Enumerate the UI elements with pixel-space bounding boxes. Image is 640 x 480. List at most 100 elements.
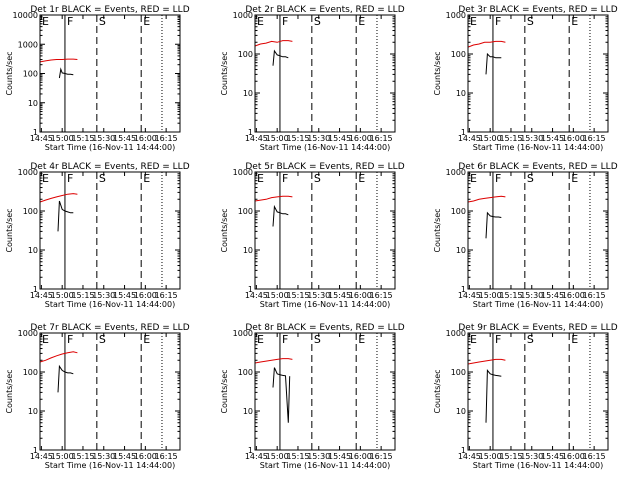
series-line-lld <box>468 41 505 47</box>
x-tick-label: 16:15 <box>155 134 178 143</box>
series-line-lld <box>40 194 77 202</box>
y-tick-label: 100 <box>451 50 466 59</box>
x-axis-label: Start Time (16-Nov-11 14:44:00) <box>473 143 603 152</box>
y-tick-label: 1000 <box>18 329 38 338</box>
x-tick-label: 15:45 <box>328 452 351 461</box>
panel-title: Det 4r BLACK = Events, RED = LLD <box>30 162 189 172</box>
marker-label: S <box>99 172 106 185</box>
marker-label: F <box>495 172 501 185</box>
series-line-events <box>273 207 288 227</box>
y-tick-label: 100 <box>23 368 38 377</box>
y-tick-label: 10 <box>456 246 466 255</box>
x-tick-label: 16:15 <box>155 291 178 300</box>
x-tick-label: 16:15 <box>583 452 606 461</box>
marker-label: S <box>527 15 534 28</box>
marker-label: E <box>358 172 365 185</box>
x-tick-label: 14:45 <box>245 291 268 300</box>
y-axis-label: Counts/sec <box>433 51 442 95</box>
x-tick-label: 15:45 <box>328 291 351 300</box>
plot-frame <box>255 172 395 289</box>
x-tick-label: 16:15 <box>583 134 606 143</box>
plot-frame <box>40 15 180 132</box>
y-tick-label: 10 <box>456 89 466 98</box>
marker-label: E <box>470 15 477 28</box>
x-tick-label: 16:15 <box>370 134 393 143</box>
x-tick-label: 14:45 <box>245 134 268 143</box>
y-tick-label: 10 <box>243 89 253 98</box>
x-tick-label: 15:30 <box>92 134 115 143</box>
marker-label: E <box>143 333 150 346</box>
x-axis-label: Start Time (16-Nov-11 14:44:00) <box>45 300 175 309</box>
y-axis-label: Counts/sec <box>433 369 442 413</box>
x-tick-label: 16:00 <box>349 291 372 300</box>
x-tick-label: 16:00 <box>562 291 585 300</box>
marker-label: S <box>314 15 321 28</box>
plot-frame <box>468 172 608 289</box>
panel-title: Det 7r BLACK = Events, RED = LLD <box>30 323 189 333</box>
series-line-events <box>58 366 73 392</box>
marker-label: S <box>527 333 534 346</box>
y-tick-label: 100 <box>451 368 466 377</box>
series-line-events <box>273 368 290 423</box>
series-line-events <box>273 51 288 66</box>
marker-label: E <box>358 333 365 346</box>
x-tick-label: 15:30 <box>92 452 115 461</box>
y-tick-label: 100 <box>23 70 38 79</box>
plot-frame <box>468 333 608 450</box>
x-axis-label: Start Time (16-Nov-11 14:44:00) <box>45 143 175 152</box>
marker-label: E <box>42 333 49 346</box>
x-tick-label: 15:00 <box>479 291 502 300</box>
series-line-lld <box>468 196 505 202</box>
x-tick-label: 15:45 <box>113 134 136 143</box>
x-tick-label: 16:00 <box>134 134 157 143</box>
x-tick-label: 15:15 <box>499 452 522 461</box>
x-tick-label: 15:45 <box>328 134 351 143</box>
marker-label: F <box>67 333 73 346</box>
marker-label: F <box>67 15 73 28</box>
series-line-events <box>58 201 73 231</box>
x-axis-label: Start Time (16-Nov-11 14:44:00) <box>260 461 390 470</box>
x-tick-label: 15:15 <box>286 291 309 300</box>
series-line-lld <box>40 59 77 62</box>
marker-label: E <box>571 172 578 185</box>
x-tick-label: 15:15 <box>286 452 309 461</box>
x-axis-label: Start Time (16-Nov-11 14:44:00) <box>473 461 603 470</box>
marker-label: S <box>527 172 534 185</box>
marker-label: E <box>143 15 150 28</box>
x-tick-label: 15:30 <box>307 452 330 461</box>
series-line-lld <box>255 196 292 201</box>
x-tick-label: 14:45 <box>30 452 53 461</box>
y-tick-label: 100 <box>23 207 38 216</box>
x-tick-label: 15:30 <box>307 134 330 143</box>
x-tick-label: 15:30 <box>307 291 330 300</box>
x-tick-label: 15:45 <box>541 452 564 461</box>
marker-label: E <box>257 333 264 346</box>
series-line-lld <box>255 41 292 46</box>
marker-label: E <box>571 15 578 28</box>
marker-label: F <box>495 15 501 28</box>
series-line-lld <box>40 352 77 362</box>
y-tick-label: 1000 <box>233 329 253 338</box>
panel-title: Det 9r BLACK = Events, RED = LLD <box>458 323 617 333</box>
x-tick-label: 15:15 <box>286 134 309 143</box>
x-tick-label: 15:00 <box>51 291 74 300</box>
panel-title: Det 5r BLACK = Events, RED = LLD <box>245 162 404 172</box>
x-tick-label: 14:45 <box>30 134 53 143</box>
y-axis-label: Counts/sec <box>220 51 229 95</box>
x-tick-label: 16:00 <box>134 291 157 300</box>
x-axis-label: Start Time (16-Nov-11 14:44:00) <box>45 461 175 470</box>
x-tick-label: 15:15 <box>71 452 94 461</box>
x-axis-label: Start Time (16-Nov-11 14:44:00) <box>260 143 390 152</box>
marker-label: F <box>67 172 73 185</box>
x-tick-label: 16:00 <box>349 452 372 461</box>
x-tick-label: 16:15 <box>583 291 606 300</box>
series-line-events <box>486 54 501 74</box>
series-line-lld <box>255 359 292 363</box>
x-tick-label: 15:30 <box>92 291 115 300</box>
marker-label: E <box>42 15 49 28</box>
marker-label: F <box>282 172 288 185</box>
marker-label: E <box>571 333 578 346</box>
x-tick-label: 15:00 <box>479 134 502 143</box>
